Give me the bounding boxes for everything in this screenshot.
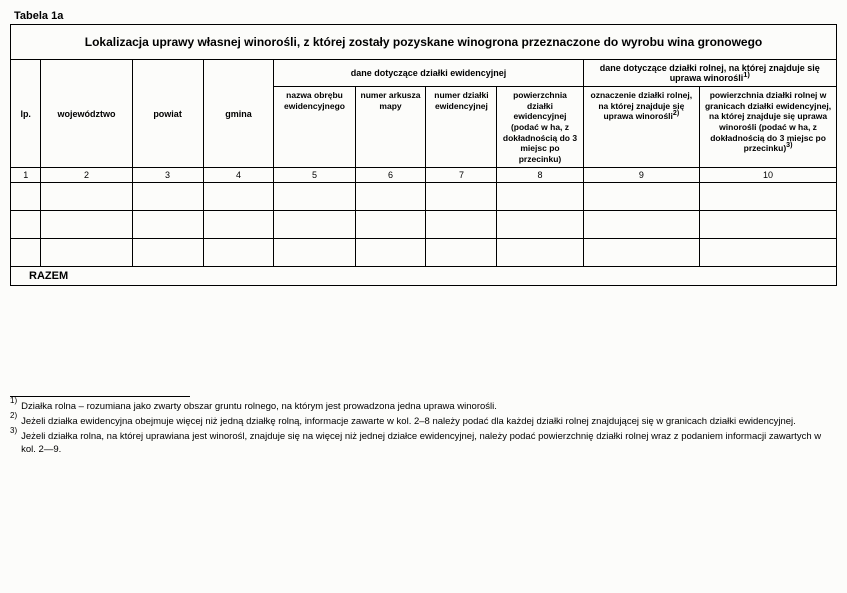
hdr-pow-rolnej: powierzchnia działki rolnej w granicach …: [700, 87, 837, 168]
cell: [41, 183, 132, 211]
colnum-1: 1: [11, 168, 41, 183]
cell: [426, 239, 497, 267]
cell: [426, 211, 497, 239]
cell: [426, 183, 497, 211]
table-label: Tabela 1a: [10, 10, 837, 22]
cell: [700, 183, 837, 211]
caption-row: Lokalizacja uprawy własnej winorośli, z …: [11, 25, 837, 60]
cell: [497, 183, 583, 211]
footnote-rule: [10, 396, 190, 397]
colnum-2: 2: [41, 168, 132, 183]
hdr-dane-ewid: dane dotyczące działki ewidencyjnej: [274, 60, 583, 87]
table-row: [11, 183, 837, 211]
hdr-gmina: gmina: [203, 60, 274, 168]
footnote-3-text: Jeżeli działka rolna, na której uprawian…: [21, 431, 837, 457]
cell: [497, 211, 583, 239]
cell: [583, 183, 700, 211]
razem-cell: RAZEM: [11, 267, 837, 286]
footnote-2: 2) Jeżeli działka ewidencyjna obejmuje w…: [10, 416, 837, 429]
footnote-1: 1) Działka rolna – rozumiana jako zwarty…: [10, 401, 837, 414]
hdr-wojewodztwo: województwo: [41, 60, 132, 168]
cell: [355, 239, 426, 267]
cell: [583, 211, 700, 239]
footnote-3-num: 3): [10, 431, 17, 457]
hdr-ozn-dzialki-sup: 2): [673, 109, 679, 117]
footnote-1-text: Działka rolna – rozumiana jako zwarty ob…: [21, 401, 837, 414]
header-row-1: lp. województwo powiat gmina dane dotycz…: [11, 60, 837, 87]
cell: [203, 183, 274, 211]
footnote-2-text: Jeżeli działka ewidencyjna obejmuje więc…: [21, 416, 837, 429]
cell: [41, 211, 132, 239]
cell: [274, 183, 355, 211]
hdr-powierzchnia-ew: powierzchnia działki ewidencyjnej (podać…: [497, 87, 583, 168]
cell: [274, 211, 355, 239]
cell: [203, 211, 274, 239]
vineyard-table: Lokalizacja uprawy własnej winorośli, z …: [10, 24, 837, 286]
colnum-10: 10: [700, 168, 837, 183]
hdr-ozn-dzialki: oznaczenie działki rolnej, na której zna…: [583, 87, 700, 168]
cell: [203, 239, 274, 267]
hdr-numer-dzialki: numer działki ewidencyjnej: [426, 87, 497, 168]
table-row: [11, 211, 837, 239]
hdr-pow-rolnej-text: powierzchnia działki rolnej w granicach …: [705, 90, 831, 153]
hdr-pow-rolnej-sup: 3): [786, 141, 792, 149]
total-row: RAZEM: [11, 267, 837, 286]
colnum-4: 4: [203, 168, 274, 183]
cell: [355, 211, 426, 239]
cell: [132, 239, 203, 267]
cell: [11, 239, 41, 267]
hdr-dane-rolnej-sup: 1): [743, 70, 750, 79]
cell: [132, 211, 203, 239]
cell: [132, 183, 203, 211]
colnum-6: 6: [355, 168, 426, 183]
colnum-5: 5: [274, 168, 355, 183]
hdr-powiat: powiat: [132, 60, 203, 168]
cell: [497, 239, 583, 267]
hdr-dane-rolnej-text: dane dotyczące działki rolnej, na której…: [600, 63, 820, 83]
table-row: [11, 239, 837, 267]
hdr-dane-rolnej: dane dotyczące działki rolnej, na której…: [583, 60, 836, 87]
hdr-nazwa-obrebu: nazwa obrębu ewidencyjnego: [274, 87, 355, 168]
footnotes: 1) Działka rolna – rozumiana jako zwarty…: [10, 396, 837, 456]
cell: [41, 239, 132, 267]
footnote-3: 3) Jeżeli działka rolna, na której upraw…: [10, 431, 837, 457]
table-caption: Lokalizacja uprawy własnej winorośli, z …: [11, 25, 837, 60]
cell: [700, 239, 837, 267]
cell: [274, 239, 355, 267]
hdr-lp: lp.: [11, 60, 41, 168]
colnum-9: 9: [583, 168, 700, 183]
cell: [583, 239, 700, 267]
cell: [355, 183, 426, 211]
hdr-numer-arkusza: numer arkusza mapy: [355, 87, 426, 168]
cell: [11, 211, 41, 239]
cell: [11, 183, 41, 211]
colnum-3: 3: [132, 168, 203, 183]
colnum-7: 7: [426, 168, 497, 183]
column-number-row: 1 2 3 4 5 6 7 8 9 10: [11, 168, 837, 183]
cell: [700, 211, 837, 239]
colnum-8: 8: [497, 168, 583, 183]
